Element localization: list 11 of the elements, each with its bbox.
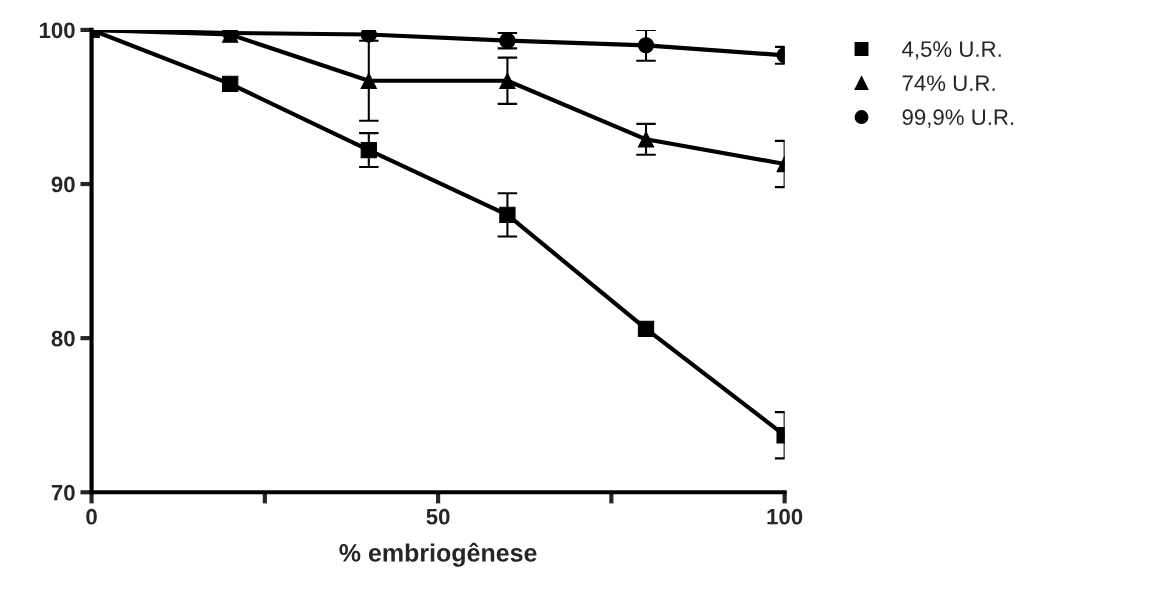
- y-tick-label: 80: [51, 330, 75, 347]
- x-tick-label: 100: [767, 508, 803, 525]
- y-tick-label: 100: [39, 22, 75, 39]
- legend-label: 4,5% U.R.: [902, 41, 1001, 60]
- x-tick-label: 50: [426, 508, 450, 525]
- legend-label: 99,9% U.R.: [902, 109, 1014, 128]
- y-tick-label: 90: [51, 176, 75, 193]
- y-tick-label: 70: [51, 484, 75, 501]
- x-tick-label: 0: [86, 508, 97, 525]
- legend-label: 74% U.R.: [902, 75, 995, 92]
- x-axis-title: % embriogênese: [339, 542, 537, 567]
